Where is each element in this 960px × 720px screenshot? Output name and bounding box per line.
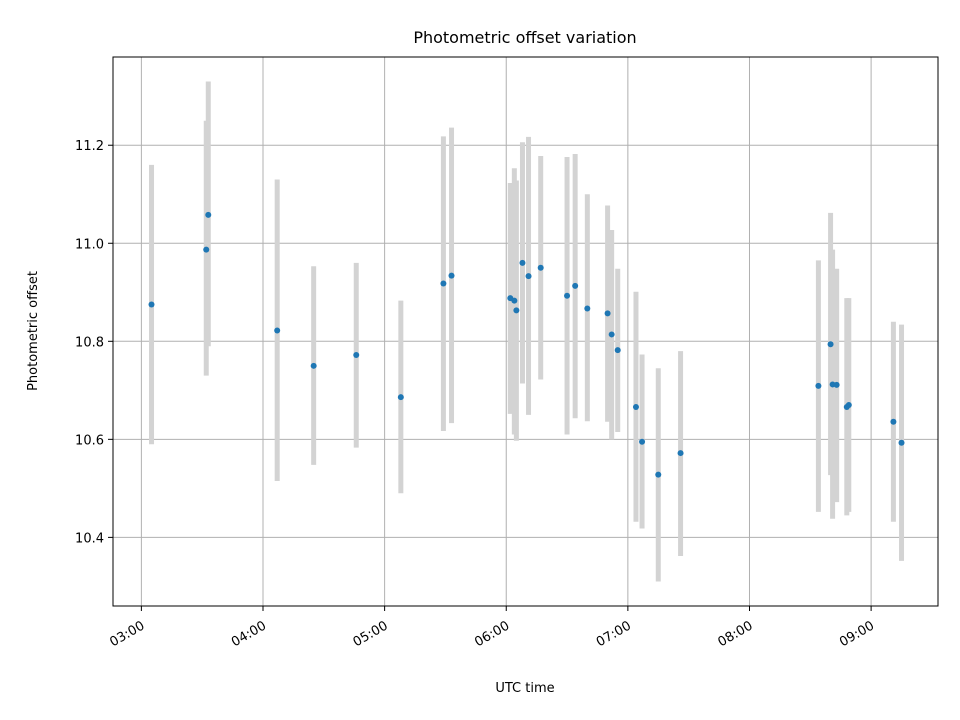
data-point	[604, 310, 611, 317]
data-point	[614, 347, 621, 354]
data-point	[537, 264, 544, 271]
data-point	[639, 438, 646, 445]
data-point	[845, 402, 852, 409]
y-tick-label: 11.0	[75, 237, 104, 252]
data-point	[310, 362, 317, 369]
data-point	[655, 471, 662, 478]
data-point	[440, 280, 447, 287]
data-point	[148, 301, 155, 308]
data-point	[815, 382, 822, 389]
data-point	[632, 403, 639, 410]
data-point	[827, 341, 834, 348]
data-points	[148, 211, 905, 478]
y-axis-label: Photometric offset	[26, 271, 41, 391]
data-point	[898, 439, 905, 446]
data-point	[677, 450, 684, 457]
y-tick-label: 11.2	[75, 139, 104, 154]
y-axis: 10.4 10.6 10.8 11.0 11.2	[75, 139, 113, 546]
data-point	[274, 327, 281, 334]
plot-frame	[112, 56, 939, 607]
data-point	[513, 307, 520, 314]
data-point	[448, 272, 455, 279]
chart-title: Photometric offset variation	[413, 28, 636, 47]
x-axis-label: UTC time	[495, 681, 554, 696]
grid	[113, 57, 938, 606]
data-point	[205, 211, 212, 218]
data-point	[564, 292, 571, 299]
data-point	[572, 282, 579, 289]
data-point	[833, 381, 840, 388]
data-point	[519, 259, 526, 266]
y-tick-label: 10.4	[75, 531, 104, 546]
data-point	[584, 305, 591, 312]
data-point	[525, 273, 532, 280]
y-tick-label: 10.8	[75, 335, 104, 350]
data-point	[511, 297, 518, 304]
y-tick-label: 10.6	[75, 433, 104, 448]
data-point	[397, 394, 404, 401]
data-point	[608, 331, 615, 338]
data-point	[353, 352, 360, 359]
data-point	[203, 246, 210, 253]
data-point	[890, 418, 897, 425]
plot-area	[113, 57, 938, 606]
